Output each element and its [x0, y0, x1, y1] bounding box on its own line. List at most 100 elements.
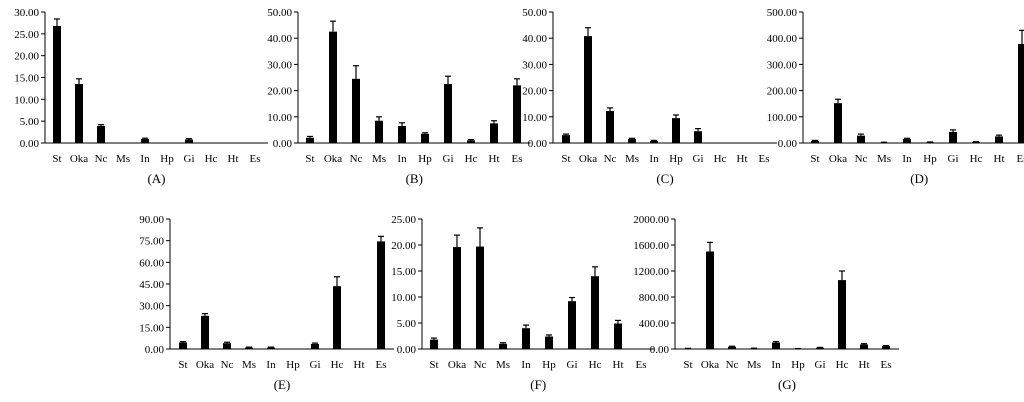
bar	[223, 343, 231, 349]
category-label: Gi	[443, 153, 454, 165]
bar	[97, 125, 105, 143]
y-tick-label: 30.00	[522, 59, 547, 71]
bar	[860, 344, 868, 349]
category-label: Ht	[859, 359, 870, 371]
panel-caption: (C)	[656, 171, 673, 186]
category-label: In	[771, 359, 781, 371]
category-label: Hc	[836, 359, 849, 371]
category-label: Es	[881, 359, 892, 371]
bar	[926, 142, 934, 144]
category-label: Ms	[242, 359, 256, 371]
bar	[467, 140, 475, 143]
bar	[333, 286, 341, 349]
bar	[267, 347, 275, 349]
category-label: Ht	[489, 153, 500, 165]
category-label: Ht	[613, 359, 624, 371]
chart-panel: 0.00 5.00 10.00 15.00 20.00 25.00 St Oka Nc Ms In H…	[391, 214, 655, 392]
category-label: In	[521, 359, 531, 371]
bar	[430, 339, 438, 349]
category-label: Hp	[791, 359, 805, 371]
y-tick-label: 15.00	[14, 73, 39, 85]
category-label: Ht	[994, 153, 1005, 165]
y-tick-label: 20.00	[391, 240, 416, 252]
y-tick-label: 50.00	[522, 7, 547, 19]
bar	[772, 342, 780, 349]
bar	[706, 251, 714, 349]
y-tick-label: 0.00	[20, 138, 40, 150]
category-label: Gi	[310, 359, 321, 371]
chart-panel: 0.00 100.00 200.00 300.00 400.00 500.00 St Oka N…	[767, 7, 1024, 186]
category-label: Ms	[877, 153, 891, 165]
category-label: Hc	[589, 359, 602, 371]
y-tick-label: 60.00	[139, 257, 164, 269]
category-label: Nc	[221, 359, 234, 371]
category-label: Gi	[815, 359, 826, 371]
y-tick-label: 10.00	[14, 94, 39, 106]
category-label: Es	[1017, 153, 1024, 165]
bar	[375, 120, 383, 143]
category-label: Es	[759, 153, 770, 165]
bar	[628, 139, 636, 143]
category-label: In	[902, 153, 912, 165]
category-label: In	[397, 153, 407, 165]
category-label: Nc	[474, 359, 487, 371]
y-tick-label: 5.00	[397, 318, 417, 330]
y-tick-label: 0.00	[145, 344, 165, 356]
bar	[614, 323, 622, 349]
category-label: St	[305, 153, 314, 165]
category-label: In	[140, 153, 150, 165]
category-label: St	[683, 359, 692, 371]
bar	[811, 140, 819, 143]
bar	[672, 118, 680, 143]
bar	[562, 135, 570, 143]
bar	[834, 103, 842, 143]
category-label: Gi	[693, 153, 704, 165]
category-label: Nc	[604, 153, 617, 165]
bar	[816, 347, 824, 349]
chart-panel: 0.00 10.00 20.00 30.00 40.00 50.00 St Oka Nc Ms In…	[267, 7, 531, 186]
bar	[694, 131, 702, 143]
bar	[75, 84, 83, 143]
bar	[476, 246, 484, 349]
y-tick-label: 20.00	[522, 86, 547, 98]
category-label: Nc	[855, 153, 868, 165]
y-tick-label: 300.00	[767, 59, 798, 71]
bar	[545, 336, 553, 349]
y-tick-label: 10.00	[522, 112, 547, 124]
category-label: Oka	[448, 359, 466, 371]
panel-caption: (G)	[778, 377, 796, 392]
bar	[606, 111, 614, 143]
bar	[421, 133, 429, 143]
bar	[857, 135, 865, 143]
category-label: St	[561, 153, 570, 165]
y-tick-label: 2000.00	[633, 214, 669, 226]
y-tick-label: 50.00	[267, 7, 292, 19]
category-label: Hp	[542, 359, 556, 371]
bar	[201, 315, 209, 349]
bar	[311, 343, 319, 349]
y-tick-label: 400.00	[767, 33, 798, 45]
bar	[306, 137, 314, 143]
bar	[453, 247, 461, 349]
y-tick-label: 20.00	[14, 51, 39, 63]
bar	[903, 139, 911, 143]
category-label: Hp	[418, 153, 432, 165]
y-tick-label: 100.00	[767, 112, 798, 124]
category-label: Oka	[70, 153, 88, 165]
category-label: Hp	[669, 153, 683, 165]
category-label: Gi	[567, 359, 578, 371]
y-tick-label: 0.00	[650, 344, 670, 356]
y-tick-label: 400.00	[639, 318, 670, 330]
chart-panel: 0.00 5.00 10.00 15.00 20.00 25.00 30.00 St Oka Nc…	[14, 7, 268, 186]
bar	[522, 328, 530, 349]
category-label: In	[649, 153, 659, 165]
y-tick-label: 15.00	[391, 266, 416, 278]
bar	[377, 241, 385, 349]
category-label: Gi	[948, 153, 959, 165]
category-label: Ht	[228, 153, 239, 165]
category-label: Ms	[372, 153, 386, 165]
category-label: Gi	[184, 153, 195, 165]
category-label: St	[810, 153, 819, 165]
bar	[185, 139, 193, 143]
bar	[584, 36, 592, 143]
